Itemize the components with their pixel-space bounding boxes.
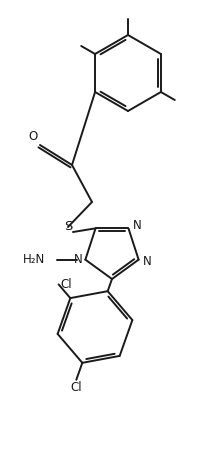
Text: S: S [64, 221, 72, 233]
Text: N: N [74, 253, 82, 266]
Text: H₂N: H₂N [23, 253, 45, 266]
Text: O: O [28, 130, 38, 143]
Text: N: N [133, 219, 141, 232]
Text: Cl: Cl [70, 381, 82, 394]
Text: N: N [143, 255, 151, 268]
Text: Cl: Cl [61, 278, 73, 291]
